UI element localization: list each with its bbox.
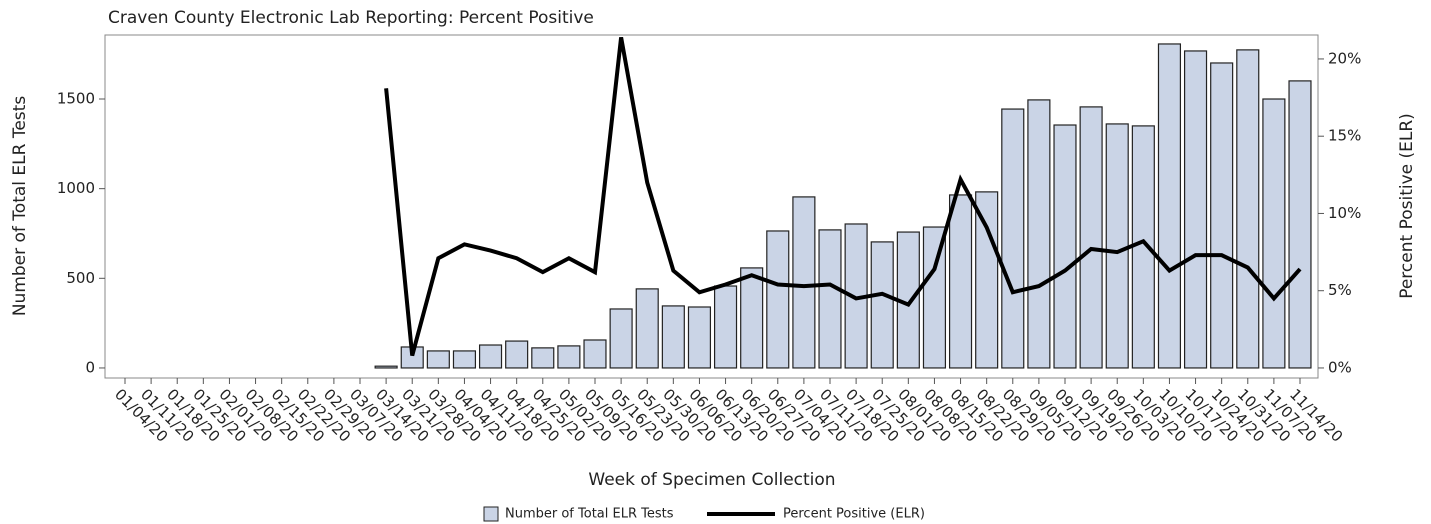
bar (1157, 43, 1182, 369)
bar (478, 344, 503, 369)
legend-label: Number of Total ELR Tests (505, 507, 674, 522)
bar (975, 191, 999, 369)
bar (1105, 123, 1129, 369)
bar (1183, 50, 1208, 369)
y-tick-label: 1500 (57, 90, 95, 108)
bar (1288, 80, 1312, 369)
bar (661, 305, 685, 369)
bar (687, 306, 712, 369)
y-axis-label: Number of Total ELR Tests (10, 96, 30, 316)
bar (740, 267, 764, 369)
bar (818, 229, 842, 369)
y2-tick-label: 0% (1328, 358, 1352, 376)
bar (792, 196, 816, 369)
bar (635, 288, 659, 369)
bar (505, 340, 529, 369)
bar (609, 308, 633, 369)
bar (948, 194, 973, 369)
y2-tick-label: 10% (1328, 204, 1361, 222)
y2-tick-label: 5% (1328, 281, 1352, 299)
bar (583, 339, 607, 369)
plot-frame (104, 34, 1319, 379)
bar (557, 345, 581, 369)
y-tick-label: 1000 (57, 179, 95, 197)
chart-title: Craven County Electronic Lab Reporting: … (108, 8, 594, 28)
line (384, 36, 1302, 357)
y-tick-label: 0 (85, 358, 95, 376)
legend-label: Percent Positive (ELR) (783, 507, 925, 522)
bar (766, 230, 790, 369)
y2-tick-label: 15% (1328, 127, 1361, 145)
bar (713, 285, 738, 369)
bar (1236, 49, 1260, 369)
x-axis-label: Week of Specimen Collection (588, 470, 835, 490)
bar (1262, 98, 1286, 369)
bar (426, 350, 450, 369)
legend-swatch (483, 506, 499, 522)
y2-tick-label: 20% (1328, 49, 1361, 67)
bar (870, 241, 894, 369)
bar (1001, 108, 1025, 369)
y-tick-label: 500 (66, 269, 95, 287)
bar (452, 350, 477, 369)
bar (1027, 99, 1051, 369)
bar (1079, 106, 1103, 369)
bar (374, 365, 398, 369)
y2-axis-label: Percent Positive (ELR) (1397, 113, 1417, 299)
bar (531, 347, 555, 369)
bar (1210, 62, 1234, 369)
bar (922, 226, 947, 369)
bar (1053, 124, 1077, 369)
